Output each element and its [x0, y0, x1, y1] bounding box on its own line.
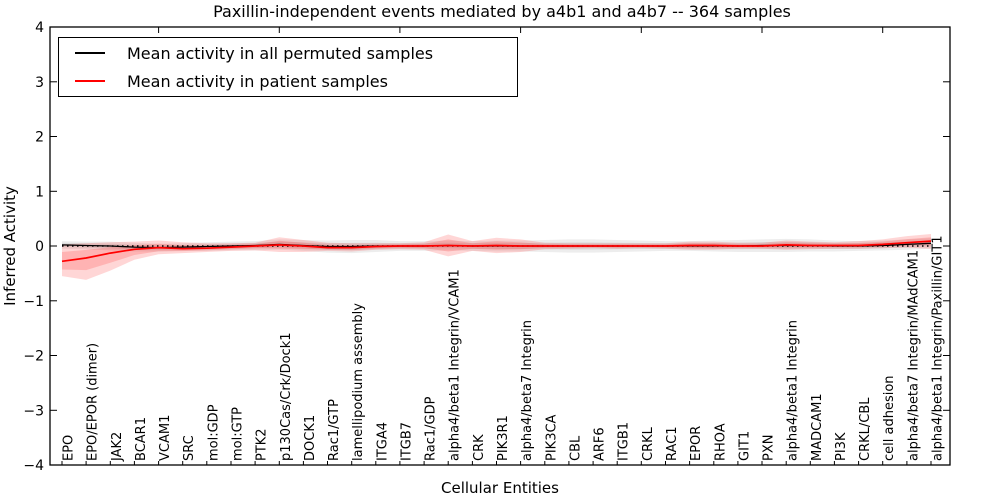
y-tick-label: −4 [23, 458, 44, 474]
legend-label: Mean activity in all permuted samples [127, 43, 434, 63]
x-tick-label: BCAR1 [134, 417, 149, 461]
x-tick-label: alpha4/beta1 Integrin/Paxillin/GIT1 [931, 235, 946, 461]
x-tick-label: PI3K [834, 432, 849, 461]
x-tick-label: ITGA4 [375, 422, 390, 461]
chart-title: Paxillin-independent events mediated by … [213, 2, 791, 21]
x-tick-label: CRKL/CBL [858, 397, 873, 461]
y-tick-label: 0 [35, 239, 44, 255]
x-tick-label: EPOR [689, 426, 704, 461]
x-tick-label: mol:GTP [231, 407, 246, 461]
x-tick-label: PIK3R1 [496, 415, 511, 461]
x-tick-label: JAK2 [110, 432, 125, 462]
x-tick-label: p130Cas/Crk/Dock1 [279, 332, 294, 461]
x-tick-label: DOCK1 [303, 415, 318, 461]
y-axis-label: Inferred Activity [1, 186, 19, 306]
legend-line-sample [75, 80, 105, 82]
x-tick-label: ARF6 [593, 427, 608, 461]
x-tick-label: EPO/EPOR (dimer) [86, 343, 101, 461]
x-tick-label: lamellipodium assembly [351, 303, 366, 461]
x-tick-label: MADCAM1 [810, 393, 825, 461]
y-tick-label: −2 [23, 349, 44, 365]
x-tick-label: CRK [472, 434, 487, 461]
y-tick-label: 4 [35, 20, 44, 36]
y-tick-label: 3 [35, 75, 44, 91]
x-tick-label: mol:GDP [206, 404, 221, 461]
x-tick-label: alpha4/beta7 Integrin [520, 320, 535, 461]
x-tick-label: PXN [762, 435, 777, 461]
x-tick-label: Rac1/GDP [424, 396, 439, 461]
y-tick-label: 2 [35, 130, 44, 146]
x-tick-label: SRC [182, 435, 197, 461]
legend-entry: Mean activity in patient samples [59, 70, 517, 92]
x-tick-label: ITGB7 [399, 422, 414, 461]
y-tick-label: 1 [35, 184, 44, 200]
x-tick-label: ITGB1 [617, 422, 632, 461]
x-tick-label: CBL [568, 435, 583, 461]
legend-entry: Mean activity in all permuted samples [59, 42, 517, 64]
x-tick-label: EPO [62, 435, 77, 461]
y-tick-label: −3 [23, 403, 44, 419]
legend-label: Mean activity in patient samples [127, 71, 388, 91]
legend: Mean activity in all permuted samples Mea… [58, 37, 518, 97]
x-tick-label: cell adhesion [882, 375, 897, 461]
x-tick-label: CRKL [641, 426, 656, 461]
x-tick-label: GIT1 [737, 431, 752, 461]
legend-line-sample [75, 52, 105, 54]
x-tick-label: VCAM1 [158, 415, 173, 461]
x-tick-label: RHOA [713, 423, 728, 461]
y-tick-label: −1 [23, 294, 44, 310]
x-tick-label: alpha4/beta1 Integrin [786, 320, 801, 461]
x-tick-label: PIK3CA [544, 414, 559, 461]
x-axis-label: Cellular Entities [441, 479, 559, 497]
x-tick-label: RAC1 [665, 426, 680, 461]
plot-area: 4 3 2 1 0 −1 −2 −3 −4 EPO EPO/EPOR (dimer) JAK2 BCAR… [23, 20, 951, 474]
patient-mean-line [61, 240, 932, 263]
x-tick-label: Rac1/GTP [327, 399, 342, 461]
x-tick-label: alpha4/beta7 Integrin/MAdCAM1 [906, 250, 921, 461]
x-tick-label: PTK2 [255, 428, 270, 461]
x-tick-label: alpha4/beta1 Integrin/VCAM1 [448, 269, 463, 461]
